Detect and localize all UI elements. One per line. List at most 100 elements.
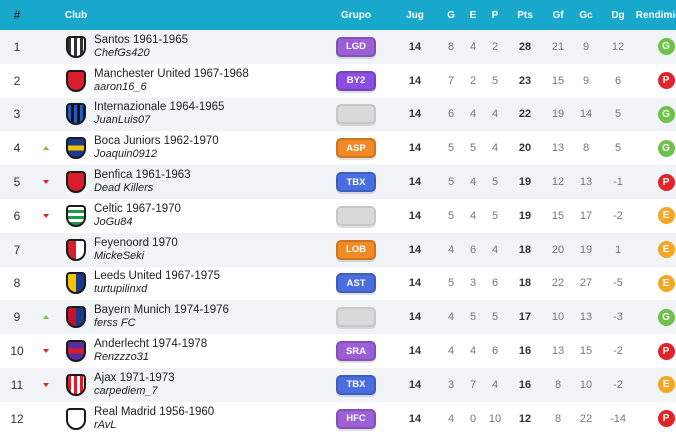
header-rendimiento[interactable]: Rendimiento	[635, 9, 676, 21]
goals-for: 21	[551, 40, 565, 53]
club-manager[interactable]: ferss FC	[94, 317, 136, 330]
header-jug[interactable]: Jug	[406, 9, 424, 21]
club-name[interactable]: Manchester United 1967-1968	[94, 67, 249, 80]
club-name[interactable]: Real Madrid 1956-1960	[94, 405, 215, 418]
header-grupo[interactable]: Grupo	[341, 9, 371, 21]
group-badge[interactable]: BY2	[336, 70, 376, 91]
header-g[interactable]: G	[447, 9, 455, 21]
club-info[interactable]: Bayern Munich 1974-1976 ferss FC	[94, 304, 322, 330]
club-info[interactable]: Ajax 1971-1973 carpediem_7	[94, 372, 322, 398]
club-shield[interactable]	[58, 407, 94, 430]
table-row[interactable]: 9 Bayern Munich 1974-1976 ferss FC 14 4 5 5 17 1…	[0, 300, 676, 335]
club-info[interactable]: Anderlecht 1974-1978 Renzzzo31	[94, 338, 322, 364]
club-name[interactable]: Bayern Munich 1974-1976	[94, 304, 229, 317]
club-name[interactable]: Feyenoord 1970	[94, 236, 178, 249]
club-name[interactable]: Internazionale 1964-1965	[94, 101, 225, 114]
club-name[interactable]: Santos 1961-1965	[94, 33, 188, 46]
club-info[interactable]: Internazionale 1964-1965 JuanLuis07	[94, 101, 322, 127]
club-shield[interactable]	[58, 340, 94, 363]
group-badge[interactable]: LOB	[336, 239, 376, 260]
halves-shield-icon	[66, 306, 86, 329]
club-shield[interactable]	[58, 204, 94, 227]
losses: 4	[491, 108, 499, 121]
club-info[interactable]: Boca Juniors 1962-1970 Joaquin0912	[94, 135, 322, 161]
club-manager[interactable]: carpediem_7	[94, 384, 158, 397]
points: 17	[518, 311, 532, 324]
table-row[interactable]: 10 Anderlecht 1974-1978 Renzzzo31 SRA 14 4 4 6 1…	[0, 334, 676, 368]
club-shield[interactable]	[58, 238, 94, 261]
goals-for: 22	[551, 277, 565, 290]
header-pts[interactable]: Pts	[517, 9, 533, 21]
header-pos[interactable]: #	[13, 8, 21, 22]
losses: 5	[491, 209, 499, 222]
group-badge[interactable]: HFC	[336, 408, 376, 429]
performance-cell: E	[636, 241, 676, 259]
club-shield[interactable]	[58, 272, 94, 295]
group-badge[interactable]: LGD	[336, 36, 376, 57]
group-badge[interactable]: TBX	[336, 172, 376, 193]
group-badge[interactable]: SRA	[336, 341, 376, 362]
table-row[interactable]: 4 Boca Juniors 1962-1970 Joaquin0912 ASP 14 5…	[0, 131, 676, 166]
club-manager[interactable]: JuanLuis07	[94, 114, 151, 127]
performance-badge: E	[657, 376, 675, 394]
table-row[interactable]: 1 Santos 1961-1965 ChefGs420 LGD 14 8 4 2 28 21 9 1…	[0, 30, 676, 64]
club-name[interactable]: Ajax 1971-1973	[94, 371, 175, 384]
club-info[interactable]: Leeds United 1967-1975 turtupilinxd	[94, 270, 322, 296]
table-row[interactable]: 7 Feyenoord 1970 MickeSeki LOB 14 4 6 4 18 20 19 1 E	[0, 232, 676, 267]
club-shield[interactable]	[58, 171, 94, 194]
club-manager[interactable]: aaron16_6	[94, 80, 147, 93]
table-row[interactable]: 2 Manchester United 1967-1968 aaron16_6 BY2…	[0, 63, 676, 98]
club-name[interactable]: Benfica 1961-1963	[94, 169, 191, 182]
club-manager[interactable]: Renzzzo31	[94, 351, 150, 364]
goals-against: 17	[579, 209, 593, 222]
club-shield[interactable]	[58, 69, 94, 92]
table-row[interactable]: 11 Ajax 1971-1973 carpediem_7 TBX 14 3 7 4 16 8 10…	[0, 367, 676, 402]
header-e[interactable]: E	[469, 9, 477, 21]
club-name[interactable]: Boca Juniors 1962-1970	[94, 135, 219, 148]
header-p[interactable]: P	[491, 9, 499, 21]
club-manager[interactable]: rAvL	[94, 418, 117, 431]
club-manager[interactable]: ChefGs420	[94, 46, 150, 59]
solid-shield-icon	[66, 171, 86, 194]
club-info[interactable]: Manchester United 1967-1968 aaron16_6	[94, 68, 322, 94]
club-shield[interactable]	[58, 137, 94, 160]
table-row[interactable]: 6 Celtic 1967-1970 JoGu84 14 5 4 5 19 15 17 -2 E	[0, 198, 676, 233]
club-manager[interactable]: Joaquin0912	[94, 148, 158, 161]
club-shield[interactable]	[58, 103, 94, 126]
club-shield[interactable]	[58, 373, 94, 396]
wins: 4	[447, 311, 455, 324]
club-shield[interactable]	[58, 306, 94, 329]
club-info[interactable]: Real Madrid 1956-1960 rAvL	[94, 406, 322, 432]
club-info[interactable]: Benfica 1961-1963 Dead Killers	[94, 169, 322, 195]
table-row[interactable]: 3 Internazionale 1964-1965 JuanLuis07 14 6 4 4…	[0, 97, 676, 132]
goals-for: 15	[551, 74, 565, 87]
header-club[interactable]: Club	[58, 10, 94, 21]
performance-badge: P	[657, 342, 675, 360]
club-manager[interactable]: turtupilinxd	[94, 283, 148, 296]
club-info[interactable]: Feyenoord 1970 MickeSeki	[94, 237, 322, 263]
club-name[interactable]: Leeds United 1967-1975	[94, 270, 220, 283]
club-manager[interactable]: JoGu84	[94, 215, 133, 228]
header-gc[interactable]: Gc	[579, 9, 593, 21]
club-name[interactable]: Anderlecht 1974-1978	[94, 338, 208, 351]
club-name[interactable]: Celtic 1967-1970	[94, 202, 181, 215]
losses: 5	[491, 311, 499, 324]
goal-difference: -2	[613, 378, 623, 391]
performance-cell: G	[636, 105, 676, 123]
table-row[interactable]: 8 Leeds United 1967-1975 turtupilinxd AST 14…	[0, 266, 676, 301]
group-badge[interactable]: ASP	[336, 138, 376, 159]
goals-against: 10	[579, 378, 593, 391]
club-manager[interactable]: Dead Killers	[94, 182, 154, 195]
header-dg[interactable]: Dg	[611, 9, 625, 21]
trend-indicator	[34, 213, 58, 218]
club-info[interactable]: Celtic 1967-1970 JoGu84	[94, 203, 322, 229]
group-badge[interactable]: TBX	[336, 374, 376, 395]
draws: 0	[469, 412, 477, 425]
header-gf[interactable]: Gf	[552, 9, 564, 21]
table-row[interactable]: 12 Real Madrid 1956-1960 rAvL HFC 14 4 0 10 12 8 2…	[0, 401, 676, 436]
club-manager[interactable]: MickeSeki	[94, 249, 145, 262]
club-info[interactable]: Santos 1961-1965 ChefGs420	[94, 34, 322, 60]
club-shield[interactable]	[58, 35, 94, 58]
group-badge[interactable]: AST	[336, 273, 376, 294]
table-row[interactable]: 5 Benfica 1961-1963 Dead Killers TBX 14 5 4 5 19…	[0, 165, 676, 199]
